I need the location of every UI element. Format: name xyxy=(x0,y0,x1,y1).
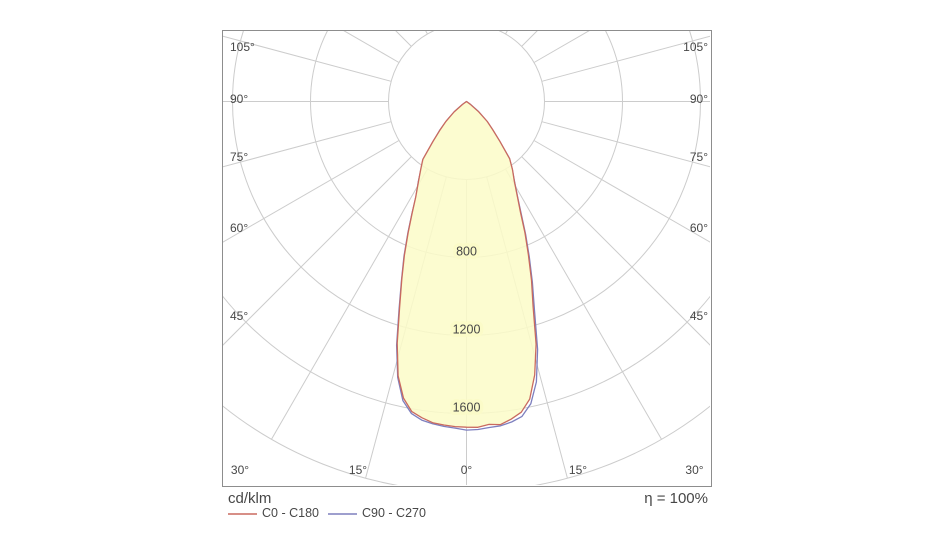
legend-line-c0-c180 xyxy=(228,513,257,515)
angle-tick-right: 90° xyxy=(689,92,708,106)
angle-tick-bottom: 15° xyxy=(348,463,368,477)
angle-tick-left: 45° xyxy=(230,309,249,323)
legend-line-c90-c270 xyxy=(328,513,357,515)
angle-tick-bottom: 15° xyxy=(568,463,588,477)
angle-tick-left: 75° xyxy=(230,150,249,164)
angle-tick-right: 75° xyxy=(689,150,708,164)
beam-curve-c0-c180 xyxy=(396,100,537,428)
angle-tick-left: 60° xyxy=(230,221,249,235)
angle-tick-left: 105° xyxy=(230,40,255,54)
angle-tick-bottom: 0° xyxy=(460,463,473,477)
legend-label-c0-c180: C0 - C180 xyxy=(262,506,319,520)
polar-grid-and-beam-svg: 800 1200 1600 xyxy=(223,31,710,485)
radial-tick-label: 1200 xyxy=(453,323,481,337)
legend-label-c90-c270: C90 - C270 xyxy=(362,506,426,520)
angle-tick-left: 90° xyxy=(230,92,249,106)
polar-photometric-chart: 800 1200 1600 105° 90° 75° 60° 45° 45° 60° 75° 90°… xyxy=(222,30,712,487)
angle-tick-right: 60° xyxy=(689,221,708,235)
angle-tick-right: 105° xyxy=(683,40,708,54)
efficiency-label: η = 100% xyxy=(644,490,708,507)
unit-label: cd/klm xyxy=(228,490,272,507)
radial-tick-label: 800 xyxy=(456,245,477,259)
angle-tick-bottom: 30° xyxy=(230,463,250,477)
angle-tick-bottom: 30° xyxy=(685,463,704,477)
angle-tick-right: 45° xyxy=(689,309,708,323)
radial-tick-label: 1600 xyxy=(453,401,481,415)
